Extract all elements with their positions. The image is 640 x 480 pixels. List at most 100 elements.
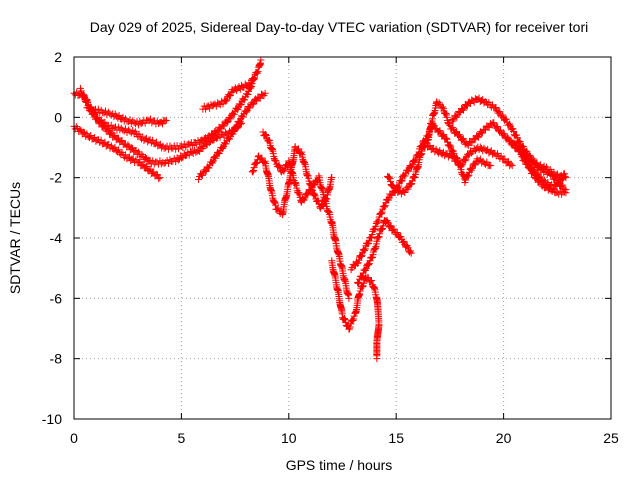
data-point: [534, 170, 542, 178]
data-point: [341, 316, 349, 324]
data-point: [307, 187, 315, 195]
data-point: [252, 159, 260, 167]
data-point: [241, 96, 249, 104]
x-tick-label: 20: [496, 430, 512, 446]
data-point: [464, 172, 472, 180]
data-point: [381, 203, 389, 211]
y-tick-label: -10: [42, 411, 62, 427]
data-point: [294, 145, 302, 153]
data-point: [249, 166, 257, 174]
data-point: [462, 176, 470, 184]
data-point: [86, 103, 94, 111]
data-point: [385, 223, 393, 231]
data-point: [130, 118, 138, 126]
data-point: [544, 179, 552, 187]
data-point: [222, 140, 230, 148]
data-point: [407, 162, 415, 170]
data-point: [562, 189, 570, 197]
data-point: [389, 181, 397, 189]
data-point: [459, 135, 467, 143]
data-point: [163, 157, 171, 165]
data-point: [350, 315, 358, 323]
data-point: [375, 216, 383, 224]
data-point: [274, 204, 282, 212]
data-point: [407, 180, 415, 188]
data-point: [515, 147, 523, 155]
data-point: [80, 91, 88, 99]
data-point: [361, 245, 369, 253]
data-point: [516, 137, 524, 145]
data-point: [203, 136, 211, 144]
data-point: [232, 125, 240, 133]
data-point: [223, 96, 231, 104]
data-point: [311, 192, 319, 200]
data-point: [367, 276, 375, 284]
data-point: [562, 174, 570, 182]
data-point: [365, 260, 373, 268]
data-point: [110, 131, 118, 139]
data-point: [556, 187, 564, 195]
data-point: [503, 133, 511, 141]
data-point: [229, 130, 237, 138]
data-point: [257, 56, 265, 64]
data-point: [122, 125, 130, 133]
data-point: [429, 120, 437, 128]
data-point: [462, 156, 470, 164]
data-point: [149, 136, 157, 144]
data-point: [404, 167, 412, 175]
data-point: [80, 92, 88, 100]
data-point: [358, 251, 366, 259]
data-point: [207, 158, 215, 166]
data-point: [494, 123, 502, 131]
data-point: [297, 150, 305, 158]
data-point: [510, 127, 518, 135]
data-point: [260, 158, 268, 166]
data-point: [247, 80, 255, 88]
data-point: [211, 153, 219, 161]
grid-lines: [74, 57, 611, 419]
data-point: [115, 146, 123, 154]
data-point: [368, 231, 376, 239]
data-point: [102, 107, 110, 115]
data-point: [385, 173, 393, 181]
data-point: [453, 154, 461, 162]
data-point: [314, 197, 322, 205]
data-point: [442, 134, 450, 142]
data-point: [506, 136, 514, 144]
data-point: [155, 175, 163, 183]
data-point: [529, 155, 537, 163]
data-point: [401, 189, 409, 197]
data-point: [390, 225, 398, 233]
data-point: [525, 151, 533, 159]
data-point: [166, 156, 174, 164]
y-axis-label: SDTVAR / TECUs: [7, 182, 23, 294]
data-point: [274, 162, 282, 170]
data-point: [490, 119, 498, 127]
data-point: [79, 128, 87, 136]
data-point: [361, 247, 369, 255]
data-point: [261, 89, 269, 97]
y-tick-label: 0: [54, 109, 62, 125]
data-point: [149, 157, 157, 165]
data-point: [537, 173, 545, 181]
data-point: [77, 87, 85, 95]
data-point: [165, 145, 173, 153]
data-point: [340, 315, 348, 323]
data-point: [249, 100, 257, 108]
plot-frame: [73, 56, 612, 420]
data-point: [227, 115, 235, 123]
data-point: [239, 113, 247, 121]
y-tick-label: -4: [50, 230, 63, 246]
data-point: [179, 144, 187, 152]
data-point: [244, 90, 252, 98]
data-point: [307, 186, 315, 194]
y-tick-label: -6: [50, 290, 63, 306]
data-point: [89, 110, 97, 118]
data-point: [393, 228, 401, 236]
data-point: [328, 174, 336, 182]
data-point: [468, 164, 476, 172]
data-point: [249, 168, 257, 176]
data-point: [250, 74, 258, 82]
y-tick-label: -8: [50, 351, 63, 367]
